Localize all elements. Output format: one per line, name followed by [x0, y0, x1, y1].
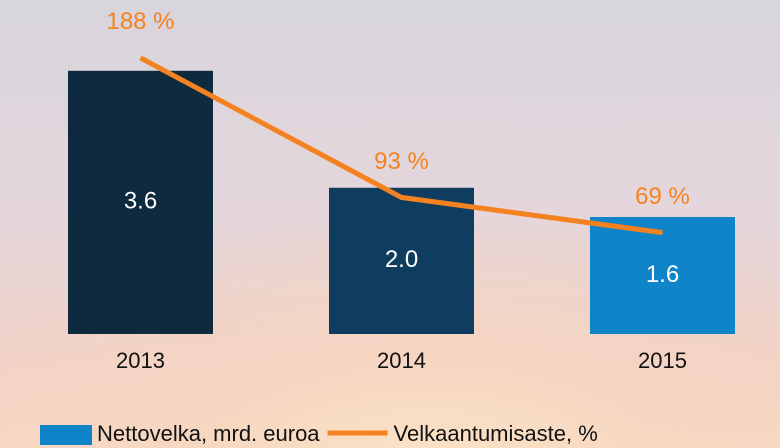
chart-background: 2013 2014 2015 3.6 2.0 1.6 188 % 93 % 69 % Nettov… — [0, 0, 780, 448]
bar-value-label: 1.6 — [646, 261, 679, 288]
bar-value-label: 3.6 — [124, 188, 157, 215]
line-value-label: 93 % — [374, 148, 429, 175]
x-tick-label: 2013 — [116, 348, 165, 373]
legend-swatch — [40, 425, 92, 445]
legend-label: Velkaantumisaste, % — [394, 421, 598, 446]
chart: 2013 2014 2015 3.6 2.0 1.6 188 % 93 % 69 % Nettov… — [0, 0, 780, 448]
x-tick-label: 2015 — [638, 348, 687, 373]
legend-label: Nettovelka, mrd. euroa — [97, 421, 320, 446]
bar-value-label: 2.0 — [385, 246, 418, 273]
line-value-label: 69 % — [635, 183, 690, 210]
line-value-label: 188 % — [106, 8, 174, 35]
x-tick-label: 2014 — [377, 348, 426, 373]
